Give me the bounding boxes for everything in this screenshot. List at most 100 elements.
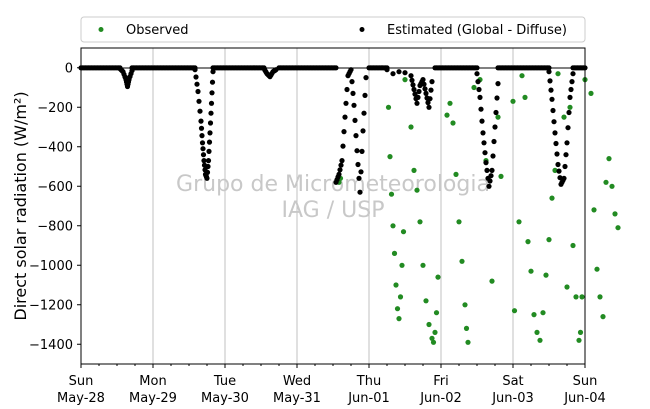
- estimated-point: [411, 86, 417, 93]
- observed-point: [511, 308, 518, 314]
- observed-point: [391, 250, 398, 256]
- estimated-point: [569, 79, 575, 85]
- estimated-point: [195, 88, 201, 95]
- y-tick-label: −1200: [29, 298, 73, 313]
- observed-point: [603, 179, 609, 185]
- observed-point: [528, 268, 534, 274]
- estimated-point: [210, 69, 216, 75]
- estimated-point: [556, 168, 562, 174]
- x-tick-label: Jun-01: [347, 391, 390, 406]
- estimated-point: [209, 79, 216, 85]
- observed-point: [399, 262, 405, 268]
- observed-point: [423, 298, 429, 304]
- estimated-point: [492, 124, 498, 130]
- estimated-point: [548, 87, 554, 93]
- estimated-point: [205, 158, 212, 164]
- observed-point: [417, 219, 423, 225]
- y-axis: 0 −200 −400 −600 −800 −1000 −1200 −1400: [29, 61, 81, 353]
- observed-point: [435, 274, 441, 280]
- observed-point: [570, 242, 576, 249]
- observed-point: [429, 335, 435, 341]
- estimated-point: [337, 167, 343, 173]
- y-tick-label: 0: [65, 61, 73, 76]
- x-tick-label: Jun-02: [419, 391, 462, 406]
- estimated-point: [487, 178, 493, 184]
- observed-point: [408, 124, 414, 130]
- x-tick-label: Jun-04: [563, 391, 606, 406]
- estimated-point: [208, 110, 214, 116]
- estimated-point: [355, 161, 361, 168]
- estimated-point: [553, 140, 559, 147]
- x-tick-label: May-29: [129, 391, 177, 406]
- estimated-point: [481, 140, 487, 146]
- observed-point: [397, 294, 404, 300]
- estimated-point: [197, 108, 203, 114]
- estimated-point: [193, 74, 199, 80]
- estimated-point: [410, 82, 416, 88]
- observed-point: [420, 262, 426, 268]
- estimated-point: [475, 79, 481, 85]
- estimated-point: [349, 79, 355, 85]
- x-axis: Sun May-28 Mon May-29 Tue May-30 Wed May-31 Thu J…: [57, 364, 606, 406]
- estimated-point: [482, 150, 488, 156]
- estimated-point: [546, 65, 552, 71]
- estimated-point: [361, 110, 367, 116]
- estimated-point: [390, 71, 396, 77]
- observed-point: [519, 73, 525, 79]
- estimated-point: [409, 77, 415, 83]
- observed-point: [600, 314, 606, 320]
- observed-point: [534, 329, 540, 335]
- estimated-point: [348, 67, 354, 73]
- estimated-point: [359, 148, 365, 154]
- estimated-point: [402, 70, 408, 76]
- observed-point: [591, 207, 597, 213]
- x-tick-label: May-28: [57, 391, 105, 406]
- legend: Observed Estimated (Global - Diffuse): [80, 16, 586, 43]
- observed-point: [594, 266, 600, 272]
- estimated-point: [204, 169, 211, 175]
- estimated-point: [350, 90, 356, 96]
- estimated-point: [554, 151, 560, 157]
- estimated-point: [568, 86, 574, 93]
- estimated-point: [561, 175, 567, 181]
- estimated-point: [483, 160, 489, 166]
- y-tick-label: −600: [37, 180, 73, 195]
- observed-point: [414, 187, 420, 193]
- estimated-point: [486, 183, 492, 189]
- observed-point: [561, 114, 567, 120]
- estimated-point: [493, 109, 499, 116]
- estimated-point: [421, 81, 427, 87]
- y-tick-label: −1400: [29, 338, 73, 353]
- observed-point: [522, 94, 528, 100]
- observed-point: [394, 306, 401, 312]
- estimated-point: [199, 140, 206, 146]
- estimated-point: [342, 114, 348, 120]
- observed-point: [579, 294, 585, 300]
- estimated-point: [566, 109, 572, 116]
- estimated-point: [408, 73, 414, 79]
- observed-point: [390, 223, 396, 229]
- observed-point: [459, 258, 465, 264]
- observed-point: [453, 171, 459, 177]
- observed-point: [543, 272, 549, 278]
- observed-point: [385, 104, 392, 110]
- observed-point: [450, 120, 456, 126]
- estimated-point: [351, 102, 357, 108]
- estimated-point: [490, 153, 496, 159]
- estimated-point: [209, 90, 215, 96]
- estimated-point: [546, 69, 552, 75]
- observed-point: [432, 329, 438, 335]
- x-tick-day: Sun: [69, 374, 94, 389]
- observed-point: [567, 104, 573, 110]
- estimated-point: [198, 125, 205, 131]
- estimated-point: [429, 79, 435, 85]
- estimated-point: [384, 67, 390, 73]
- estimated-point: [570, 71, 576, 77]
- observed-point: [393, 282, 399, 288]
- watermark-line-2: IAG / USP: [282, 198, 385, 223]
- estimated-point: [479, 118, 485, 124]
- x-tick-day: Sat: [502, 374, 523, 389]
- observed-point: [396, 316, 402, 322]
- estimated-point: [414, 100, 420, 106]
